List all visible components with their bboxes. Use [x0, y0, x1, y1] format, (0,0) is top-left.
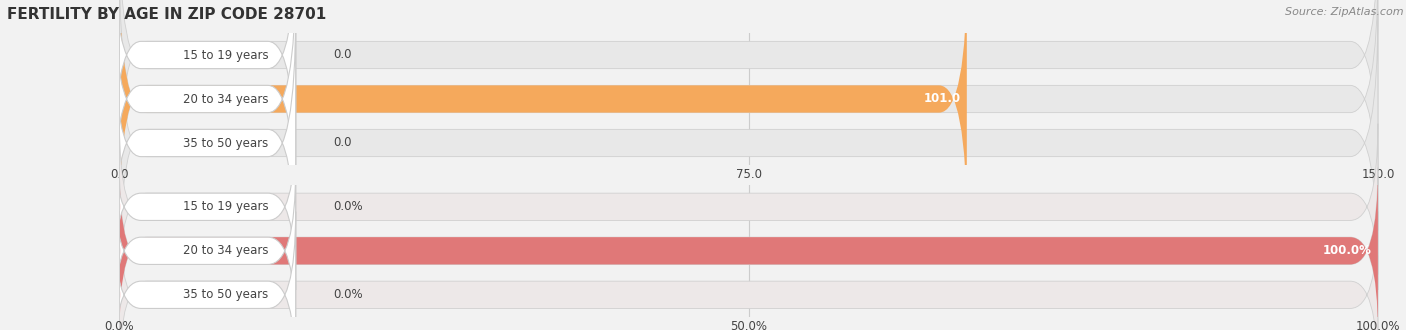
Circle shape [114, 132, 118, 154]
Circle shape [114, 88, 118, 110]
FancyBboxPatch shape [114, 0, 295, 186]
Text: 0.0: 0.0 [333, 137, 352, 149]
Text: 100.0%: 100.0% [1323, 244, 1372, 257]
Circle shape [114, 196, 120, 217]
Text: 20 to 34 years: 20 to 34 years [183, 244, 269, 257]
FancyBboxPatch shape [114, 12, 295, 275]
FancyBboxPatch shape [120, 12, 1378, 275]
Text: 101.0: 101.0 [924, 92, 960, 106]
Text: Source: ZipAtlas.com: Source: ZipAtlas.com [1285, 7, 1403, 16]
FancyBboxPatch shape [114, 212, 295, 330]
FancyBboxPatch shape [120, 124, 1378, 290]
FancyBboxPatch shape [114, 124, 295, 290]
FancyBboxPatch shape [114, 0, 295, 231]
Circle shape [114, 240, 120, 261]
Text: 0.0%: 0.0% [333, 288, 363, 301]
Circle shape [114, 44, 118, 66]
FancyBboxPatch shape [120, 212, 1378, 330]
Text: 0.0%: 0.0% [333, 200, 363, 213]
Text: 35 to 50 years: 35 to 50 years [183, 137, 267, 149]
Text: 15 to 19 years: 15 to 19 years [183, 200, 269, 213]
FancyBboxPatch shape [114, 168, 295, 330]
Text: 0.0: 0.0 [333, 49, 352, 61]
FancyBboxPatch shape [120, 0, 967, 231]
Text: 20 to 34 years: 20 to 34 years [183, 92, 269, 106]
Circle shape [114, 284, 120, 306]
FancyBboxPatch shape [120, 168, 1378, 330]
Text: FERTILITY BY AGE IN ZIP CODE 28701: FERTILITY BY AGE IN ZIP CODE 28701 [7, 7, 326, 21]
FancyBboxPatch shape [120, 0, 1378, 186]
Text: 15 to 19 years: 15 to 19 years [183, 49, 269, 61]
FancyBboxPatch shape [120, 0, 1378, 231]
Text: 35 to 50 years: 35 to 50 years [183, 288, 267, 301]
FancyBboxPatch shape [120, 168, 1378, 330]
